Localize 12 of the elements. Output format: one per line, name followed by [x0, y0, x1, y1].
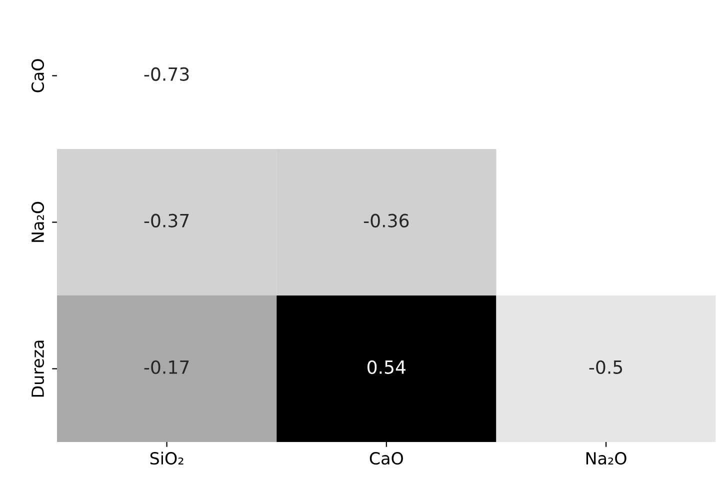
y-tick-label: Dureza — [32, 340, 44, 397]
y-tick-label: CaO — [31, 59, 44, 92]
data-label: -0.5 — [589, 360, 622, 374]
data-label: 0.54 — [368, 360, 406, 374]
data-label: -0.17 — [144, 360, 189, 374]
x-tick-label: Na₂O — [586, 452, 626, 465]
data-label: -0.37 — [144, 214, 189, 228]
y-tick-label: Na₂O — [31, 202, 44, 242]
data-label: -0.73 — [144, 67, 189, 81]
x-tick-label: CaO — [370, 452, 403, 465]
data-label: -0.36 — [364, 214, 409, 228]
x-tick-label: SiO₂ — [150, 452, 184, 465]
